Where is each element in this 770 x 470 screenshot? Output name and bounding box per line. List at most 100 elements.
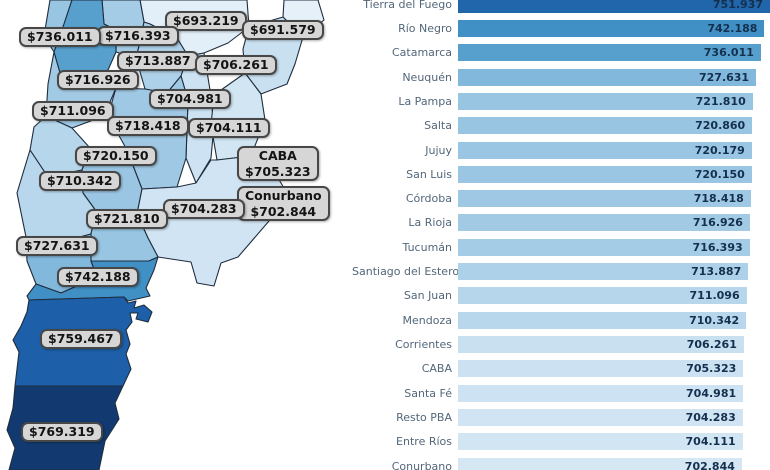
bar[interactable]: 705.323: [458, 360, 744, 378]
bar[interactable]: 710.342: [458, 311, 747, 329]
bar[interactable]: 704.283: [458, 408, 743, 426]
bar-chart-row: Salta 720.860: [352, 114, 770, 138]
map-callout-line: $704.283: [171, 201, 237, 216]
bar[interactable]: 704.111: [458, 433, 743, 451]
bar[interactable]: 742.188: [458, 19, 765, 37]
bar[interactable]: 702.844: [458, 457, 742, 470]
bar-chart-row: Santa Fé 704.981: [352, 381, 770, 405]
bar-chart-row: Santiago del Estero 713.887: [352, 259, 770, 283]
map-callout-line: $704.111: [196, 120, 262, 135]
map-callout-line: $702.844: [250, 203, 317, 219]
map-value-callout: $727.631: [16, 236, 98, 256]
bar-chart-row: Córdoba 718.418: [352, 187, 770, 211]
map-callout-line: $742.188: [65, 269, 131, 284]
bar[interactable]: 713.887: [458, 263, 749, 281]
bar-track: 720.179: [458, 141, 770, 159]
bar-chart-row: Neuquén 727.631: [352, 65, 770, 89]
bar[interactable]: 736.011: [458, 44, 761, 62]
bar[interactable]: 721.810: [458, 92, 753, 110]
bar-category-label: Catamarca: [391, 46, 452, 60]
map-value-callout: Conurbano $702.844: [237, 186, 330, 222]
map-callout-line: CABA: [258, 148, 297, 163]
map-label-layer: $693.219 $691.579 $716.393 $736.011 $713…: [0, 0, 345, 470]
map-value-callout: $720.150: [75, 146, 157, 166]
province-bar-chart: Tierra del Fuego 751.937 Río Negro 742.1…: [352, 0, 770, 470]
bar-value-label: 720.179: [694, 143, 745, 157]
map-value-callout: $710.342: [39, 171, 121, 191]
bar-value-label: 718.418: [693, 192, 744, 206]
bar-value-label: 720.860: [695, 119, 746, 133]
bar-value-label: 751.937: [712, 0, 763, 11]
bar-value-label: 721.810: [695, 94, 746, 108]
bar-chart-row: Conurbano 702.844: [352, 454, 770, 470]
bar-category-label: San Juan: [403, 289, 452, 303]
map-callout-line: $713.887: [125, 53, 191, 68]
bar-value-label: 704.283: [685, 410, 736, 424]
map-value-callout: $736.011: [19, 27, 101, 47]
bar[interactable]: 720.860: [458, 117, 753, 135]
bar-track: 736.011: [458, 44, 770, 62]
bar-chart-row: Corrientes 706.261: [352, 332, 770, 356]
bar[interactable]: 716.393: [458, 238, 750, 256]
map-callout-line: $769.319: [29, 424, 95, 439]
map-value-callout: $716.926: [57, 70, 139, 90]
bar-value-label: 711.096: [689, 289, 740, 303]
bar-chart-row: Resto PBA 704.283: [352, 405, 770, 429]
bar-category-label: Tierra del Fuego: [363, 0, 452, 11]
map-callout-line: $720.150: [83, 148, 149, 163]
map-value-callout: $769.319: [21, 422, 103, 442]
bar-track: 706.261: [458, 336, 770, 354]
bar[interactable]: 711.096: [458, 287, 747, 305]
bar-track: 718.418: [458, 190, 770, 208]
map-callout-line: $736.011: [27, 29, 93, 44]
bar-value-label: 710.342: [689, 313, 740, 327]
map-value-callout: $718.418: [107, 116, 189, 136]
bar-category-label: CABA: [421, 362, 452, 376]
bar-chart-row: La Rioja 716.926: [352, 211, 770, 235]
map-value-callout: $704.981: [149, 89, 231, 109]
bar-category-label: Neuquén: [402, 70, 452, 84]
map-value-callout: $693.219: [165, 11, 247, 31]
bar[interactable]: 720.179: [458, 141, 752, 159]
bar[interactable]: 718.418: [458, 190, 751, 208]
bar-category-label: Conurbano: [391, 459, 452, 470]
bar-category-label: La Pampa: [398, 94, 452, 108]
map-callout-line: Conurbano: [245, 188, 322, 203]
map-callout-line: $727.631: [24, 238, 90, 253]
bar-category-label: Santiago del Estero: [352, 265, 460, 279]
bar-track: 704.981: [458, 384, 770, 402]
bar-chart-row: Tierra del Fuego 751.937: [352, 0, 770, 16]
bar-category-label: La Rioja: [408, 216, 452, 230]
bar-track: 721.810: [458, 92, 770, 110]
bar-chart-row: Catamarca 736.011: [352, 41, 770, 65]
bar-category-label: Tucumán: [402, 240, 452, 254]
bar[interactable]: 751.937: [458, 0, 770, 13]
bar-track: 720.150: [458, 165, 770, 183]
bar-value-label: 704.111: [685, 435, 736, 449]
bar-category-label: Salta: [424, 119, 452, 133]
bar[interactable]: 720.150: [458, 165, 752, 183]
bar-value-label: 705.323: [686, 362, 737, 376]
bar-track: 705.323: [458, 360, 770, 378]
map-value-callout: $713.887: [117, 51, 199, 71]
bar-track: 702.844: [458, 457, 770, 470]
bar-category-label: Corrientes: [395, 338, 452, 352]
bar-chart-row: San Juan 711.096: [352, 284, 770, 308]
bar-category-label: Jujuy: [425, 143, 452, 157]
bar-category-label: Entre Ríos: [396, 435, 452, 449]
bar-chart-row: Tucumán 716.393: [352, 235, 770, 259]
bar[interactable]: 716.926: [458, 214, 750, 232]
bar-track: 727.631: [458, 68, 770, 86]
bar-value-label: 716.926: [692, 216, 743, 230]
map-callout-line: $704.981: [157, 91, 223, 106]
bar[interactable]: 727.631: [458, 68, 757, 86]
map-value-callout: $704.111: [188, 118, 270, 138]
bar-chart-row: La Pampa 721.810: [352, 89, 770, 113]
bar[interactable]: 704.981: [458, 384, 744, 402]
bar-track: 704.283: [458, 408, 770, 426]
bar-value-label: 736.011: [703, 46, 754, 60]
bar[interactable]: 706.261: [458, 336, 744, 354]
argentina-choropleth-map: $693.219 $691.579 $716.393 $736.011 $713…: [0, 0, 345, 470]
bar-chart-row: Jujuy 720.179: [352, 138, 770, 162]
